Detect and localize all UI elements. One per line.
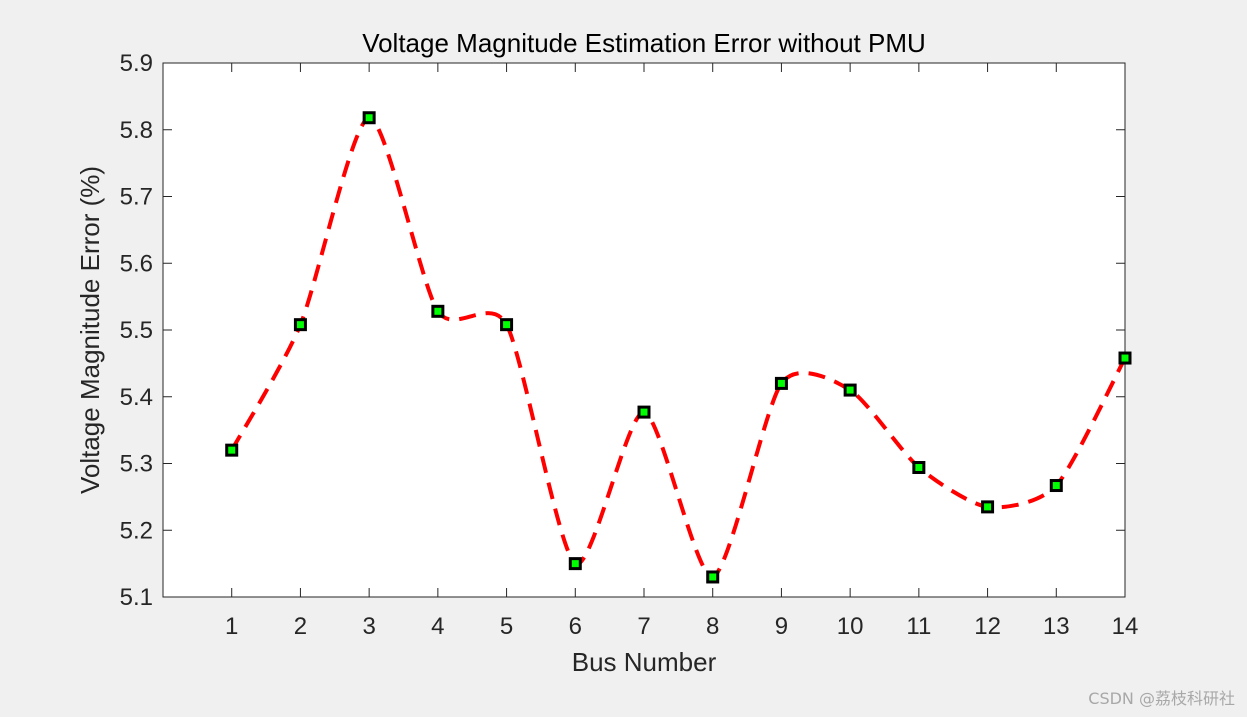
x-tick-label: 13 <box>1043 613 1070 640</box>
x-tick-label: 6 <box>569 613 582 640</box>
y-tick-label: 5.8 <box>120 117 153 144</box>
x-tick-label: 1 <box>225 613 238 640</box>
watermark: CSDN @荔枝科研社 <box>1088 689 1235 708</box>
ticks-group: 1 2 3 4 5 6 7 8 9 10 11 12 13 145.15.25.35.45.55.65.7… <box>120 50 1139 640</box>
y-axis-label: Voltage Magnitude Error (%) <box>75 166 105 494</box>
data-point-marker <box>500 318 514 332</box>
data-point-marker <box>843 383 857 397</box>
y-tick-label: 5.3 <box>120 451 153 478</box>
data-point-marker <box>706 570 720 584</box>
data-point-marker <box>225 443 239 457</box>
x-tick-label: 9 <box>775 613 788 640</box>
data-point-marker <box>362 111 376 125</box>
y-tick-label: 5.1 <box>120 584 153 611</box>
data-point-marker <box>431 304 445 318</box>
x-axis-label: Bus Number <box>572 647 717 677</box>
x-tick-label: 2 <box>294 613 307 640</box>
x-tick-label: 14 <box>1112 613 1139 640</box>
x-tick-label: 3 <box>362 613 375 640</box>
data-point-marker <box>1118 351 1132 365</box>
x-tick-label: 8 <box>706 613 719 640</box>
x-tick-label: 4 <box>431 613 444 640</box>
data-point-marker <box>637 405 651 419</box>
chart-title: Voltage Magnitude Estimation Error witho… <box>362 28 926 58</box>
y-tick-label: 5.7 <box>120 184 153 211</box>
y-tick-label: 5.9 <box>120 50 153 77</box>
series-group <box>225 111 1132 584</box>
x-tick-label: 7 <box>637 613 650 640</box>
x-tick-label: 10 <box>837 613 864 640</box>
y-tick-label: 5.4 <box>120 384 153 411</box>
x-tick-label: 5 <box>500 613 513 640</box>
plot-area <box>162 62 1126 598</box>
x-tick-label: 11 <box>906 613 931 640</box>
data-point-marker <box>981 500 995 514</box>
data-point-marker <box>293 318 307 332</box>
y-tick-label: 5.6 <box>120 250 153 277</box>
x-tick-label: 12 <box>974 613 1001 640</box>
y-tick-label: 5.2 <box>120 517 153 544</box>
data-point-marker <box>1049 479 1063 493</box>
y-tick-label: 5.5 <box>120 317 153 344</box>
data-point-marker <box>774 376 788 390</box>
data-point-marker <box>912 461 926 475</box>
data-point-marker <box>568 557 582 571</box>
